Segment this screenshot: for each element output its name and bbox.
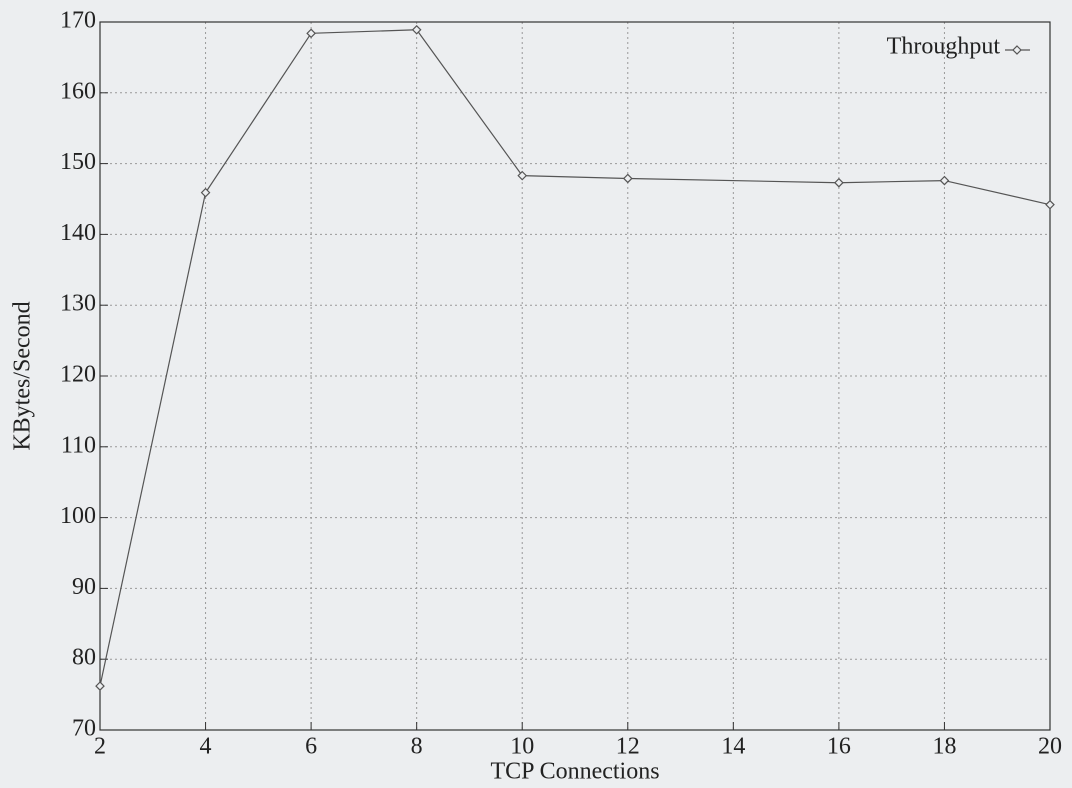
x-tick-label: 4 — [200, 734, 212, 760]
y-tick-label: 80 — [72, 645, 96, 671]
y-tick-label: 130 — [60, 291, 96, 317]
x-tick-label: 14 — [721, 734, 745, 760]
y-tick-label: 110 — [61, 432, 96, 458]
x-tick-label: 8 — [411, 734, 423, 760]
x-tick-label: 2 — [94, 734, 106, 760]
legend-label: Throughput — [887, 34, 1001, 60]
x-tick-label: 16 — [827, 734, 851, 760]
point — [1045, 199, 1055, 210]
x-tick-label: 12 — [616, 734, 640, 760]
x-tick-label: 6 — [305, 734, 317, 760]
x-tick-label: 18 — [932, 734, 956, 760]
point — [939, 175, 950, 186]
y-tick-label: 120 — [60, 362, 96, 388]
y-tick-label: 90 — [72, 574, 96, 600]
point — [517, 170, 528, 181]
y-tick-label: 140 — [60, 220, 96, 246]
y-axis-label: KBytes/Second — [10, 301, 36, 450]
line — [99, 29, 1051, 687]
point — [622, 173, 633, 184]
y-tick-label: 160 — [60, 78, 96, 104]
y-tick-label: 170 — [60, 8, 96, 34]
y-tick-label: 70 — [72, 716, 96, 742]
point — [306, 28, 316, 39]
point — [834, 177, 844, 188]
y-tick-label: 150 — [60, 149, 96, 175]
y-tick-label: 100 — [60, 503, 96, 529]
x-axis-label: TCP Connections — [490, 759, 659, 785]
point — [95, 681, 105, 691]
plot-frame — [99, 21, 1051, 731]
point — [200, 187, 211, 198]
point — [411, 24, 422, 35]
x-tick-label: 20 — [1038, 734, 1062, 760]
legend-marker — [1012, 45, 1022, 55]
x-tick-label: 10 — [510, 734, 534, 760]
